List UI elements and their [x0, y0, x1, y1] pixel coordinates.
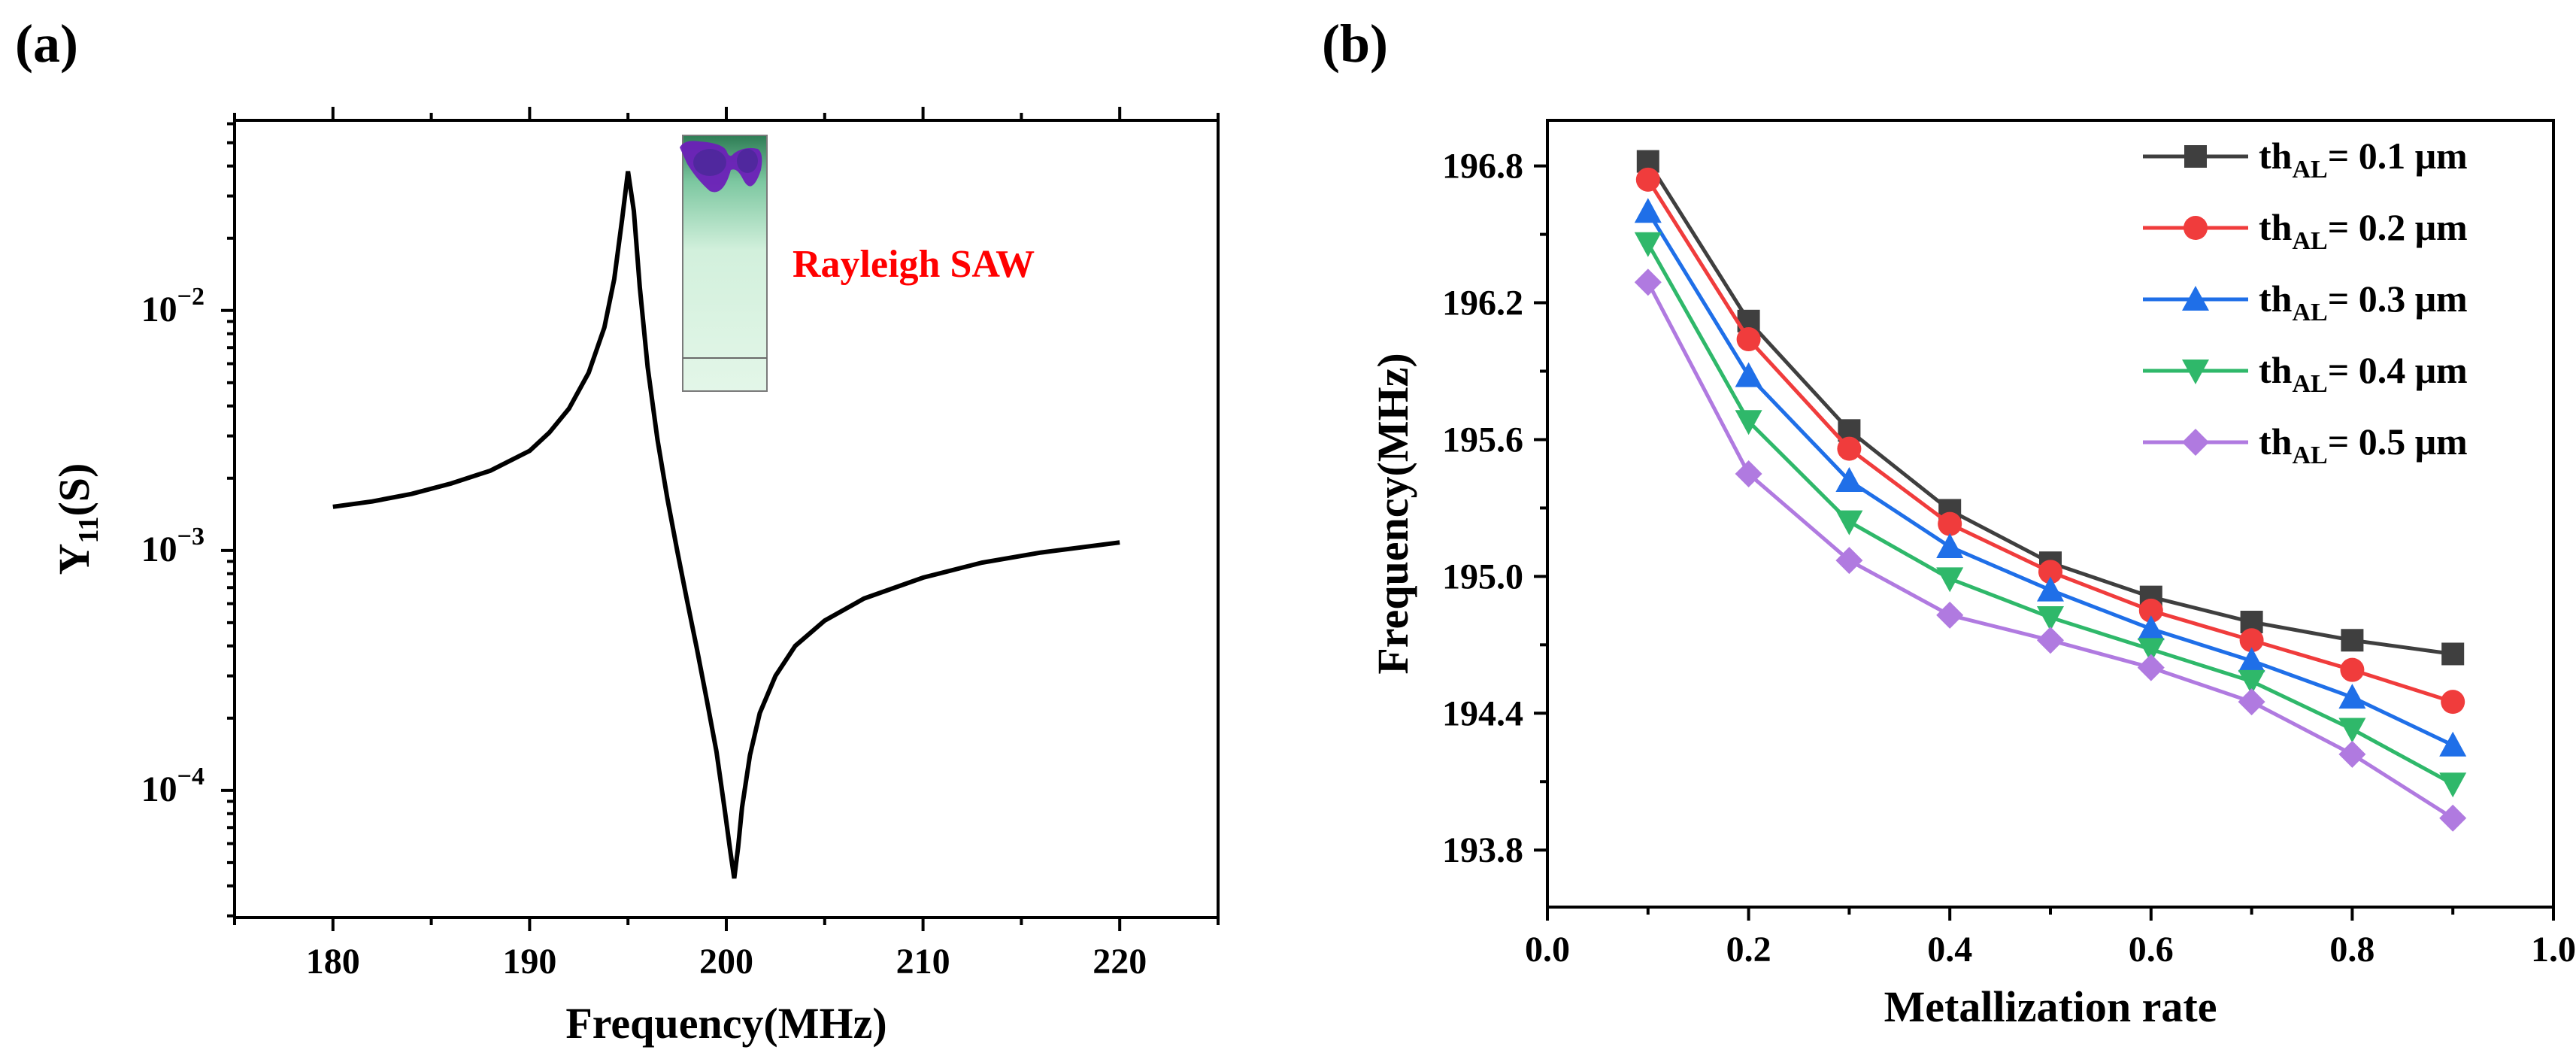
data-point [2338, 718, 2366, 743]
mode-shape-inset [680, 135, 768, 392]
data-point [2037, 576, 2064, 602]
x-tick-label: 1.0 [2531, 930, 2576, 969]
x-tick-label: 190 [502, 942, 556, 982]
data-point [1735, 362, 1762, 387]
annotation-rayleigh-saw: Rayleigh SAW [792, 243, 1035, 286]
y-tick-label: 194.4 [1442, 693, 1523, 733]
data-point [2238, 688, 2265, 716]
data-point [1835, 547, 1863, 575]
legend-item-4: thAL= 0.4 μm [2143, 349, 2468, 398]
series-line [1646, 242, 2454, 786]
chart-b-y-axis-title: Frequency(MHz) [1368, 353, 1417, 674]
chart-b-x-ticks: 0.0 0.2 0.4 0.6 0.8 1.0 [1525, 907, 2576, 969]
chart-a-y-axis-title: Y11(S) [50, 463, 105, 575]
data-point [2138, 598, 2163, 623]
data-point [1938, 511, 1962, 536]
data-point [1634, 232, 1662, 257]
x-tick-label: 0.0 [1525, 930, 1570, 969]
data-point [2340, 657, 2365, 682]
data-point [1936, 533, 1964, 558]
data-point [2338, 684, 2366, 709]
y-tick-label: 193.8 [1442, 830, 1523, 870]
data-point [1634, 269, 1662, 296]
data-point [2238, 647, 2265, 672]
data-point [2038, 560, 2062, 584]
chart-b-series [1634, 150, 2467, 832]
chart-b-x-axis-title: Metallization rate [1884, 982, 2217, 1031]
legend-marker [2182, 286, 2209, 311]
data-point [2439, 804, 2467, 832]
chart-b: 0.0 0.2 0.4 0.6 0.8 1.0 193.8194.4195.0195.61… [1368, 119, 2576, 1031]
x-tick-label: 0.6 [2129, 930, 2174, 969]
y11-curve [332, 171, 1120, 879]
x-tick-label: 210 [896, 942, 950, 982]
data-point [2441, 642, 2465, 666]
y-tick-label: 196.2 [1442, 284, 1523, 323]
chart-a-x-ticks: 180 190 200 210 220 [233, 107, 1220, 982]
y-tick-label: 10−2 [141, 283, 205, 329]
data-point [1835, 510, 1863, 536]
series-2 [1635, 167, 2465, 715]
x-tick-label: 200 [699, 942, 753, 982]
data-point [2239, 628, 2264, 653]
data-point [2341, 629, 2364, 652]
data-point [2137, 615, 2165, 641]
chart-a: 180 190 200 210 220 10−4 10−3 10−2 Rayleigh SA… [50, 107, 1220, 1048]
data-point [1835, 467, 1863, 493]
legend-item-1: thAL= 0.1 μm [2143, 135, 2468, 184]
data-point [2137, 638, 2165, 663]
legend-item-2: thAL= 0.2 μm [2143, 206, 2468, 255]
legend-item-3: thAL= 0.3 μm [2143, 278, 2468, 326]
legend-marker [2182, 429, 2209, 456]
data-point [2137, 654, 2165, 681]
x-tick-label: 0.8 [2329, 930, 2374, 969]
x-tick-label: 0.4 [1927, 930, 1972, 969]
legend-label: thAL= 0.5 μm [2259, 420, 2468, 469]
data-point [1635, 167, 1660, 192]
legend-label: thAL= 0.2 μm [2259, 206, 2468, 255]
data-point [1735, 460, 1762, 487]
y-tick-label: 10−4 [141, 763, 205, 809]
data-point [1837, 436, 1862, 461]
data-point [2441, 690, 2465, 715]
data-point [2338, 740, 2366, 768]
legend-marker [2184, 216, 2208, 240]
data-point [1736, 327, 1761, 352]
data-point [2037, 605, 2064, 631]
y-tick-label: 196.8 [1442, 147, 1523, 187]
x-tick-label: 0.2 [1726, 930, 1771, 969]
panel-label-b: (b) [1322, 14, 1388, 74]
data-point [1634, 198, 1662, 223]
y-tick-label: 195.0 [1442, 557, 1523, 596]
legend-item-5: thAL= 0.5 μm [2143, 420, 2468, 469]
chart-a-y-ticks: 10−4 10−3 10−2 [141, 122, 235, 918]
y-tick-label: 10−3 [141, 523, 205, 569]
x-tick-label: 180 [306, 942, 360, 982]
chart-b-y-ticks: 193.8 194.4 195.0 195.6 196.2 196.8 [1442, 147, 1547, 870]
series-5 [1634, 269, 2467, 832]
legend-label: thAL= 0.4 μm [2259, 349, 2468, 398]
data-point [1936, 567, 1964, 593]
x-tick-label: 220 [1093, 942, 1147, 982]
data-point [1936, 601, 1964, 629]
legend-label: thAL= 0.1 μm [2259, 135, 2468, 184]
data-point [2238, 669, 2265, 695]
chart-a-x-axis-title: Frequency(MHz) [565, 999, 886, 1048]
series-3 [1634, 198, 2467, 757]
series-4 [1634, 232, 2467, 798]
data-point [2439, 772, 2467, 798]
y-tick-label: 195.6 [1442, 420, 1523, 460]
data-point [2439, 731, 2467, 757]
legend-label: thAL= 0.3 μm [2259, 278, 2468, 326]
legend-marker [2182, 360, 2209, 384]
data-point [1735, 410, 1762, 435]
chart-b-legend: thAL= 0.1 μm thAL= 0.2 μm thAL= 0.3 μm thAL… [2143, 135, 2468, 469]
data-point [2037, 627, 2064, 654]
panel-label-a: (a) [15, 14, 78, 74]
legend-marker [2184, 145, 2207, 168]
